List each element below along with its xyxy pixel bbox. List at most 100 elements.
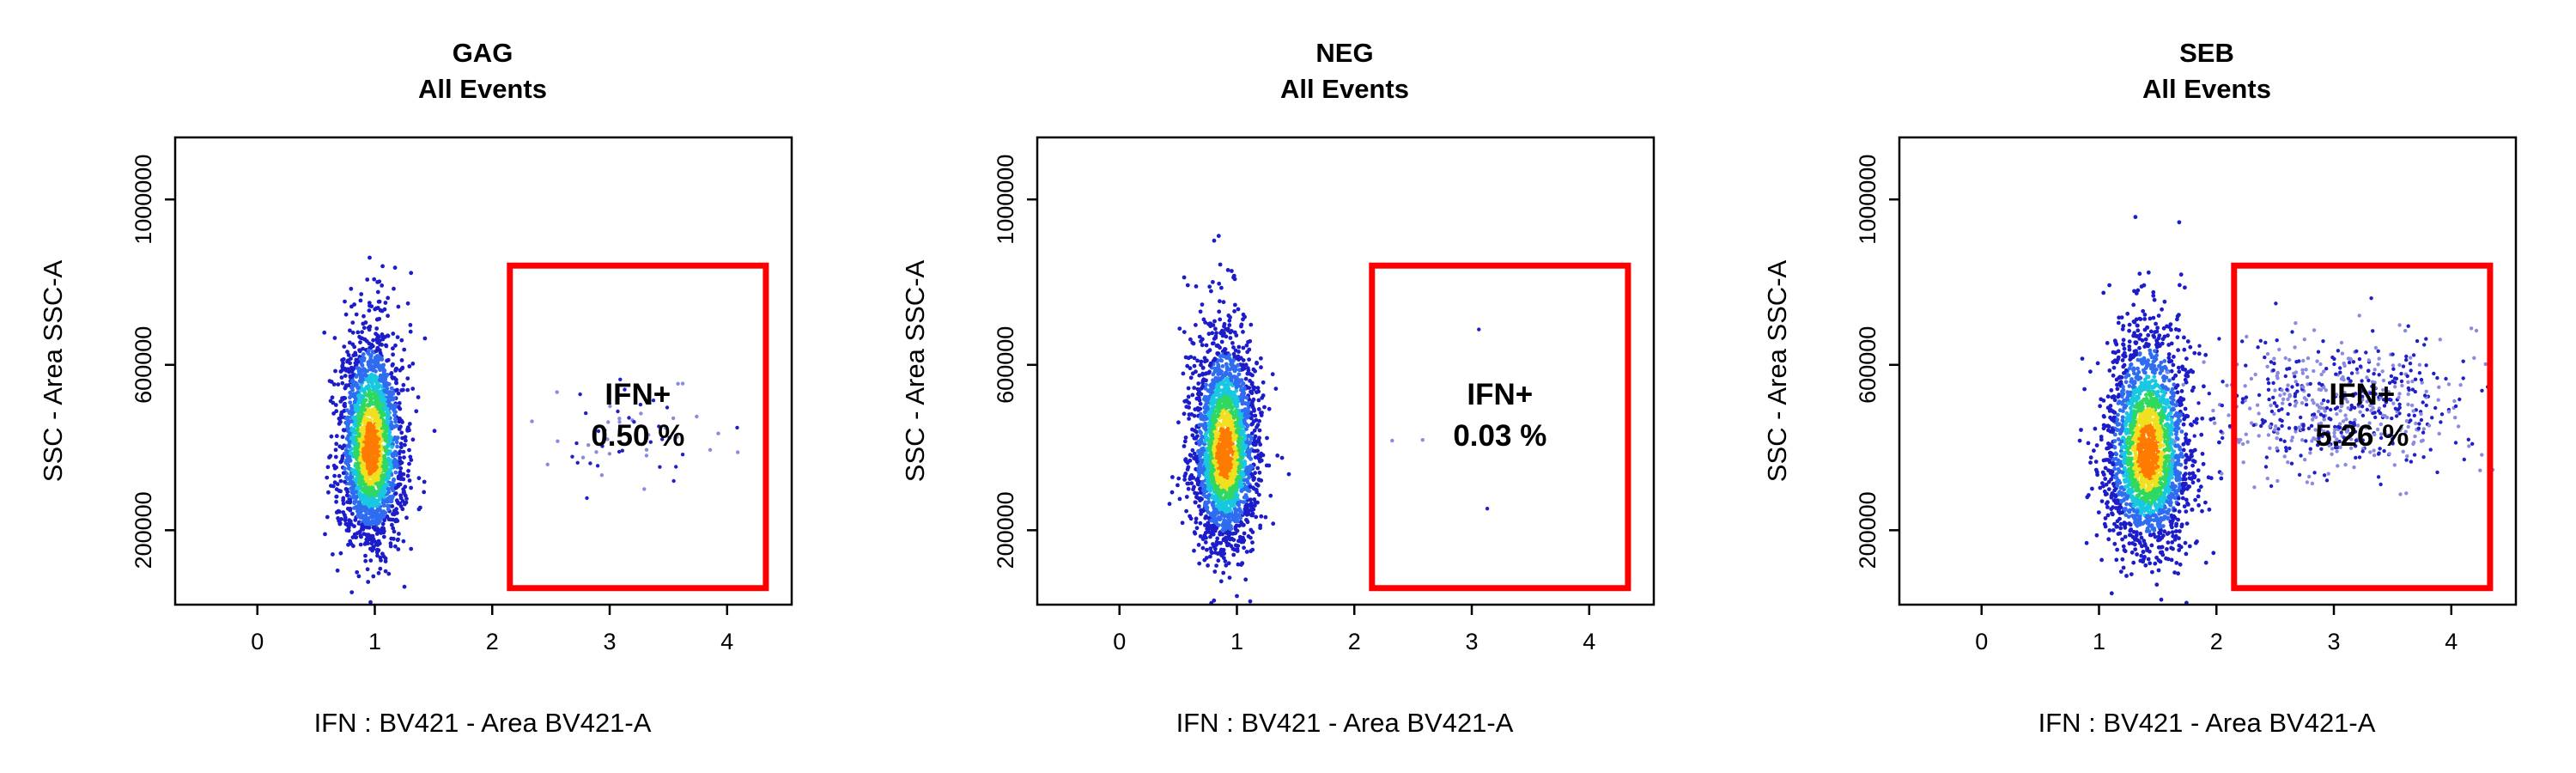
scatter-point [1255, 361, 1259, 366]
scatter-point [394, 380, 398, 385]
scatter-point [1241, 388, 1246, 393]
scatter-point [1224, 362, 1229, 367]
scatter-point [368, 422, 373, 426]
scatter-point [371, 574, 376, 579]
scatter-point [1188, 453, 1194, 458]
scatter-point [1249, 549, 1253, 554]
scatter-point [392, 396, 397, 401]
scatter-point [364, 377, 369, 382]
scatter-point [1242, 487, 1246, 491]
scatter-point [1228, 417, 1232, 422]
scatter-point [379, 356, 384, 361]
scatter-point [1177, 326, 1182, 331]
scatter-point [378, 483, 383, 488]
scatter-point [1170, 490, 1175, 495]
scatter-point [1273, 386, 1279, 391]
scatter-point [386, 443, 391, 448]
scatter-point [388, 438, 392, 442]
scatter-point [373, 500, 377, 505]
scatter-point [1220, 333, 1225, 338]
scatter-point [1230, 498, 1234, 502]
scatter-point [343, 312, 349, 317]
scatter-point [1216, 389, 1221, 394]
scatter-point [1186, 394, 1191, 399]
scatter-point [1224, 423, 1229, 428]
scatter-point [341, 496, 346, 501]
scatter-point [2196, 488, 2202, 493]
scatter-point [1257, 470, 1262, 475]
scatter-point [1182, 275, 1187, 280]
scatter-point [1230, 475, 1236, 480]
scatter-point [346, 353, 351, 357]
scatter-point [376, 436, 381, 441]
scatter-point [1211, 382, 1216, 387]
scatter-point [395, 423, 399, 429]
scatter-point [1242, 507, 1248, 512]
scatter-point [1212, 508, 1217, 513]
scatter-point [588, 461, 592, 466]
scatter-point [1220, 364, 1225, 368]
scatter-point [343, 416, 349, 421]
scatter-point [376, 489, 380, 494]
scatter-point [380, 283, 385, 288]
scatter-point [1201, 377, 1206, 382]
scatter-point [384, 464, 389, 469]
scatter-point [1216, 344, 1221, 349]
scatter-point [365, 567, 370, 572]
scatter-point [343, 401, 347, 406]
scatter-point [422, 336, 428, 341]
scatter-point [1218, 371, 1224, 376]
scatter-point [350, 373, 355, 377]
scatter-point [1230, 468, 1236, 472]
scatter-point [409, 458, 414, 462]
scatter-point [1218, 472, 1223, 477]
scatter-point [378, 566, 383, 571]
scatter-point [366, 348, 371, 353]
scatter-point [1197, 389, 1201, 394]
scatter-point [1191, 341, 1196, 346]
scatter-point [358, 542, 363, 547]
scatter-point [378, 378, 382, 382]
scatter-point [382, 368, 387, 373]
scatter-point [376, 513, 381, 517]
scatter-point [716, 431, 720, 435]
scatter-point [1232, 374, 1236, 379]
scatter-point [1218, 299, 1222, 304]
scatter-point [1237, 466, 1242, 472]
scatter-point [1181, 371, 1186, 376]
scatter-point [393, 491, 398, 496]
scatter-point [1225, 463, 1230, 467]
scatter-point [1218, 484, 1224, 490]
scatter-point [1231, 437, 1236, 442]
scatter-point [1207, 348, 1212, 353]
scatter-point [362, 337, 367, 342]
scatter-point [398, 441, 404, 446]
scatter-point [708, 447, 713, 452]
scatter-point [595, 464, 600, 468]
scatter-point [1212, 420, 1217, 425]
scatter-point [1194, 284, 1199, 289]
scatter-point [389, 386, 394, 391]
scatter-point [340, 364, 345, 369]
scatter-point [392, 265, 398, 271]
scatter-point [416, 395, 421, 399]
y-tick-label: 600000 [131, 326, 156, 404]
scatter-point [359, 379, 364, 384]
scatter-point [345, 350, 349, 355]
scatter-point [356, 434, 361, 438]
scatter-point [1198, 401, 1203, 406]
scatter-point [343, 460, 349, 465]
scatter-point [335, 482, 340, 487]
y-tick-label: 1000000 [993, 155, 1018, 245]
scatter-point [355, 330, 361, 335]
scatter-point [1203, 501, 1207, 506]
scatter-point [325, 465, 331, 470]
scatter-point [362, 542, 368, 546]
scatter-point [368, 360, 374, 365]
scatter-point [1235, 399, 1240, 403]
scatter-point [1211, 542, 1215, 546]
scatter-point [367, 308, 372, 313]
scatter-point [1219, 285, 1224, 290]
scatter-point [337, 509, 342, 514]
scatter-point [1225, 543, 1230, 548]
